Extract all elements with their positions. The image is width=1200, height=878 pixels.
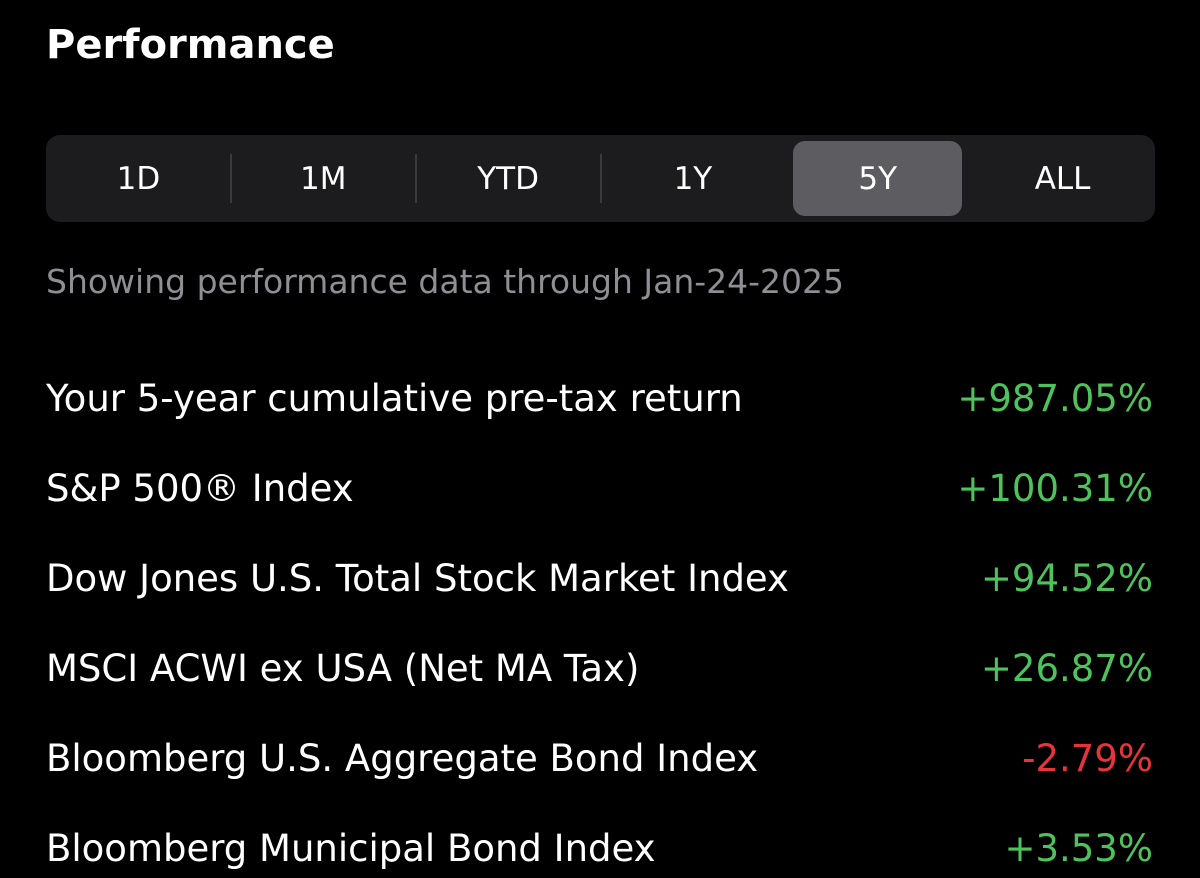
period-tab[interactable]: 5Y bbox=[793, 141, 963, 216]
row-value: +3.53% bbox=[1004, 826, 1153, 870]
row-value: +94.52% bbox=[980, 556, 1153, 600]
row-label: Bloomberg U.S. Aggregate Bond Index bbox=[46, 736, 759, 780]
tab-separator bbox=[414, 154, 417, 203]
performance-row: Bloomberg U.S. Aggregate Bond Index -2.79… bbox=[46, 728, 1153, 788]
row-label: MSCI ACWI ex USA (Net MA Tax) bbox=[46, 646, 640, 690]
performance-row: MSCI ACWI ex USA (Net MA Tax) +26.87% bbox=[46, 638, 1153, 698]
row-value: +987.05% bbox=[957, 376, 1153, 420]
tab-separator bbox=[599, 154, 602, 203]
period-tab[interactable]: ALL bbox=[1034, 160, 1091, 197]
performance-row: S&P 500® Index +100.31% bbox=[46, 458, 1153, 518]
tab-separator bbox=[229, 154, 232, 203]
period-tab[interactable]: YTD bbox=[477, 160, 539, 197]
page-title: Performance bbox=[46, 22, 335, 68]
row-label: Your 5-year cumulative pre-tax return bbox=[46, 376, 743, 420]
period-tab[interactable]: 1M bbox=[300, 160, 347, 197]
performance-row: Dow Jones U.S. Total Stock Market Index +… bbox=[46, 548, 1153, 608]
subtitle: Showing performance data through Jan-24-… bbox=[46, 262, 845, 301]
row-label: Dow Jones U.S. Total Stock Market Index bbox=[46, 556, 789, 600]
period-tab[interactable]: 1Y bbox=[673, 160, 713, 197]
performance-row: Your 5-year cumulative pre-tax return +98… bbox=[46, 368, 1153, 428]
row-value: +100.31% bbox=[957, 466, 1153, 510]
row-value: +26.87% bbox=[980, 646, 1153, 690]
row-label: Bloomberg Municipal Bond Index bbox=[46, 826, 656, 870]
row-label: S&P 500® Index bbox=[46, 466, 354, 510]
period-selector: 1D 1M YTD 1Y 5Y ALL bbox=[46, 135, 1155, 222]
period-tab[interactable]: 1D bbox=[116, 160, 161, 197]
performance-row: Bloomberg Municipal Bond Index +3.53% bbox=[46, 818, 1153, 878]
row-value: -2.79% bbox=[1022, 736, 1153, 780]
